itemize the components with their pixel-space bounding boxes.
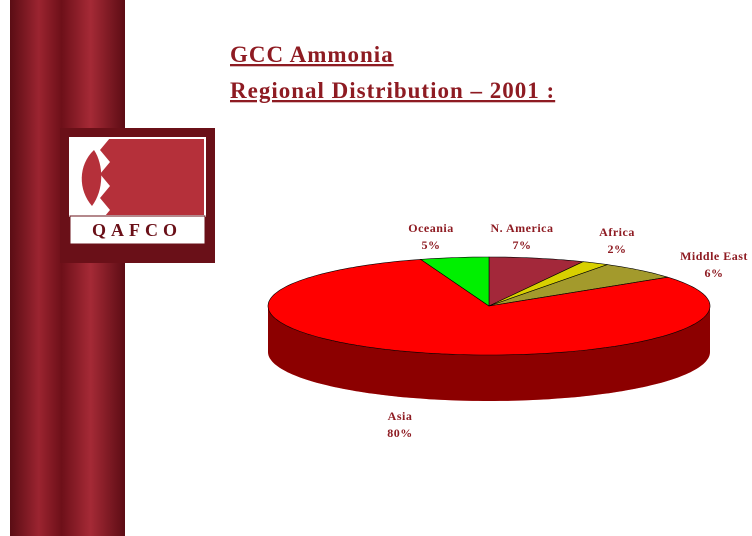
slice-label: Middle East <box>680 249 748 263</box>
slice-value-label: 80% <box>387 426 413 440</box>
slice-value-label: 5% <box>422 238 441 252</box>
logo-textbox <box>69 215 206 245</box>
logo-text: QAFCO <box>92 220 182 240</box>
slice-label: Oceania <box>408 221 454 235</box>
pie-slice <box>488 261 608 307</box>
pie-side <box>268 306 710 401</box>
pie-side-shade <box>268 306 710 401</box>
pie-slice <box>419 256 490 307</box>
slice-label: N. America <box>491 221 554 235</box>
pie-slice <box>267 259 711 356</box>
slice-value-label: 6% <box>705 266 724 280</box>
logo-leaf <box>81 150 102 206</box>
slice-label: Asia <box>388 409 413 423</box>
slice-value-label: 7% <box>513 238 532 252</box>
pie-slice <box>488 264 668 307</box>
slice-label: Africa <box>599 225 635 239</box>
curtain <box>10 0 125 536</box>
chart-title: Regional Distribution – 2001 : <box>230 78 555 103</box>
pie-slice <box>488 256 585 307</box>
chart-title: GCC Ammonia <box>230 42 394 67</box>
slice-value-label: 2% <box>608 242 627 256</box>
